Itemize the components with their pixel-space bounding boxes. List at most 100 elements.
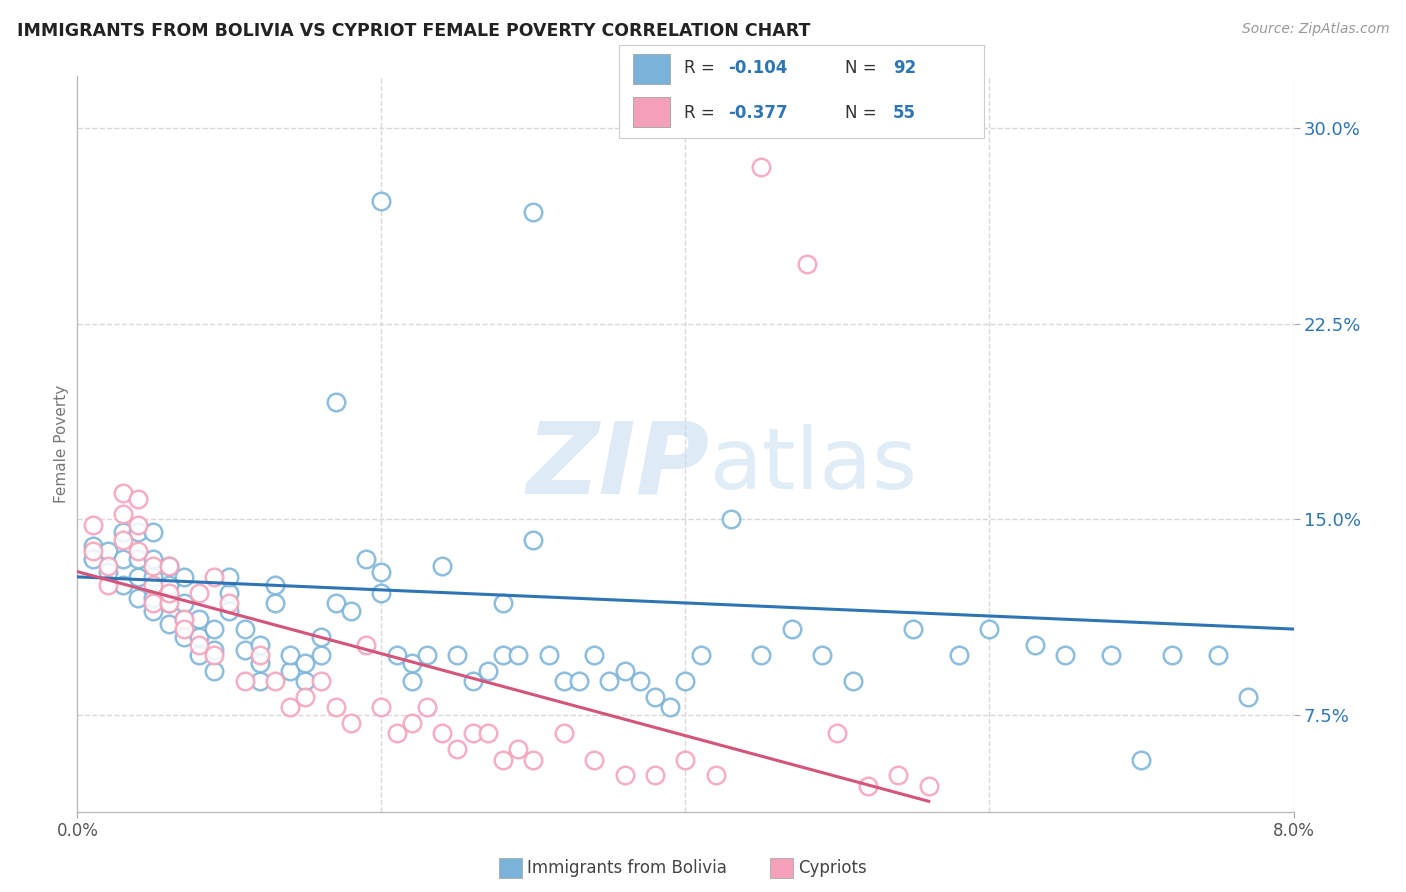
Point xyxy=(157,616,180,631)
Point xyxy=(294,656,316,670)
Point xyxy=(157,559,180,574)
Point xyxy=(751,160,773,174)
Point xyxy=(82,539,104,553)
Point xyxy=(340,716,363,731)
Point xyxy=(173,570,195,584)
Point xyxy=(1206,648,1229,662)
Text: -0.104: -0.104 xyxy=(728,60,787,78)
Point xyxy=(887,768,910,782)
Point xyxy=(461,674,484,689)
Point xyxy=(142,525,165,540)
Point xyxy=(675,752,697,766)
Text: 92: 92 xyxy=(893,60,917,78)
Point xyxy=(233,643,256,657)
Point xyxy=(309,630,332,644)
Point xyxy=(188,585,211,599)
Point xyxy=(264,577,287,591)
Point xyxy=(461,726,484,740)
Point xyxy=(111,551,134,566)
Point xyxy=(918,779,941,793)
Point xyxy=(157,596,180,610)
Point xyxy=(553,726,575,740)
Point xyxy=(416,648,439,662)
Text: IMMIGRANTS FROM BOLIVIA VS CYPRIOT FEMALE POVERTY CORRELATION CHART: IMMIGRANTS FROM BOLIVIA VS CYPRIOT FEMAL… xyxy=(17,22,810,40)
Point xyxy=(264,596,287,610)
Point xyxy=(401,716,423,731)
Point xyxy=(583,648,606,662)
Point xyxy=(142,577,165,591)
Text: R =: R = xyxy=(685,60,720,78)
Point xyxy=(142,570,165,584)
Point xyxy=(82,517,104,532)
Point xyxy=(430,559,453,574)
Point xyxy=(82,543,104,558)
Point xyxy=(278,664,301,678)
Point xyxy=(522,533,544,548)
Point xyxy=(598,674,620,689)
Text: N =: N = xyxy=(845,103,882,121)
Point xyxy=(278,648,301,662)
Bar xyxy=(633,54,669,84)
Point xyxy=(173,596,195,610)
Point xyxy=(689,648,711,662)
Point xyxy=(948,648,970,662)
Point xyxy=(218,570,240,584)
Point xyxy=(430,726,453,740)
Point xyxy=(294,690,316,704)
Point xyxy=(111,486,134,500)
Point xyxy=(446,742,468,756)
Point xyxy=(751,648,773,662)
Point xyxy=(446,648,468,662)
Bar xyxy=(633,97,669,127)
Point xyxy=(188,648,211,662)
Point xyxy=(325,700,347,714)
Point xyxy=(157,585,180,599)
Point xyxy=(553,674,575,689)
Point xyxy=(508,648,530,662)
Point xyxy=(370,700,392,714)
Point xyxy=(796,257,818,271)
Point xyxy=(278,700,301,714)
Point xyxy=(294,674,316,689)
Point xyxy=(659,700,682,714)
Point xyxy=(780,622,803,636)
Point xyxy=(416,700,439,714)
Point xyxy=(127,525,149,540)
Point xyxy=(202,648,225,662)
Point xyxy=(492,648,515,662)
Point xyxy=(127,517,149,532)
Point xyxy=(370,194,392,208)
Point xyxy=(173,612,195,626)
Point xyxy=(325,395,347,409)
Point xyxy=(401,656,423,670)
Point xyxy=(127,543,149,558)
Point xyxy=(1054,648,1077,662)
Point xyxy=(354,551,377,566)
Point xyxy=(979,622,1001,636)
Point xyxy=(492,596,515,610)
Point xyxy=(903,622,925,636)
Point xyxy=(628,674,651,689)
Text: N =: N = xyxy=(845,60,882,78)
Point xyxy=(142,591,165,605)
Point xyxy=(370,565,392,579)
Point xyxy=(188,638,211,652)
Point xyxy=(644,690,666,704)
Point xyxy=(613,768,636,782)
Point xyxy=(157,577,180,591)
Y-axis label: Female Poverty: Female Poverty xyxy=(53,384,69,503)
Point xyxy=(249,674,271,689)
Point xyxy=(1237,690,1260,704)
Point xyxy=(522,752,544,766)
Point xyxy=(202,622,225,636)
Point xyxy=(202,643,225,657)
Point xyxy=(385,648,408,662)
Point xyxy=(97,565,120,579)
Point xyxy=(111,577,134,591)
Point xyxy=(583,752,606,766)
Point xyxy=(704,768,727,782)
Point xyxy=(401,674,423,689)
Point xyxy=(111,507,134,521)
Point xyxy=(97,559,120,574)
Point xyxy=(127,551,149,566)
